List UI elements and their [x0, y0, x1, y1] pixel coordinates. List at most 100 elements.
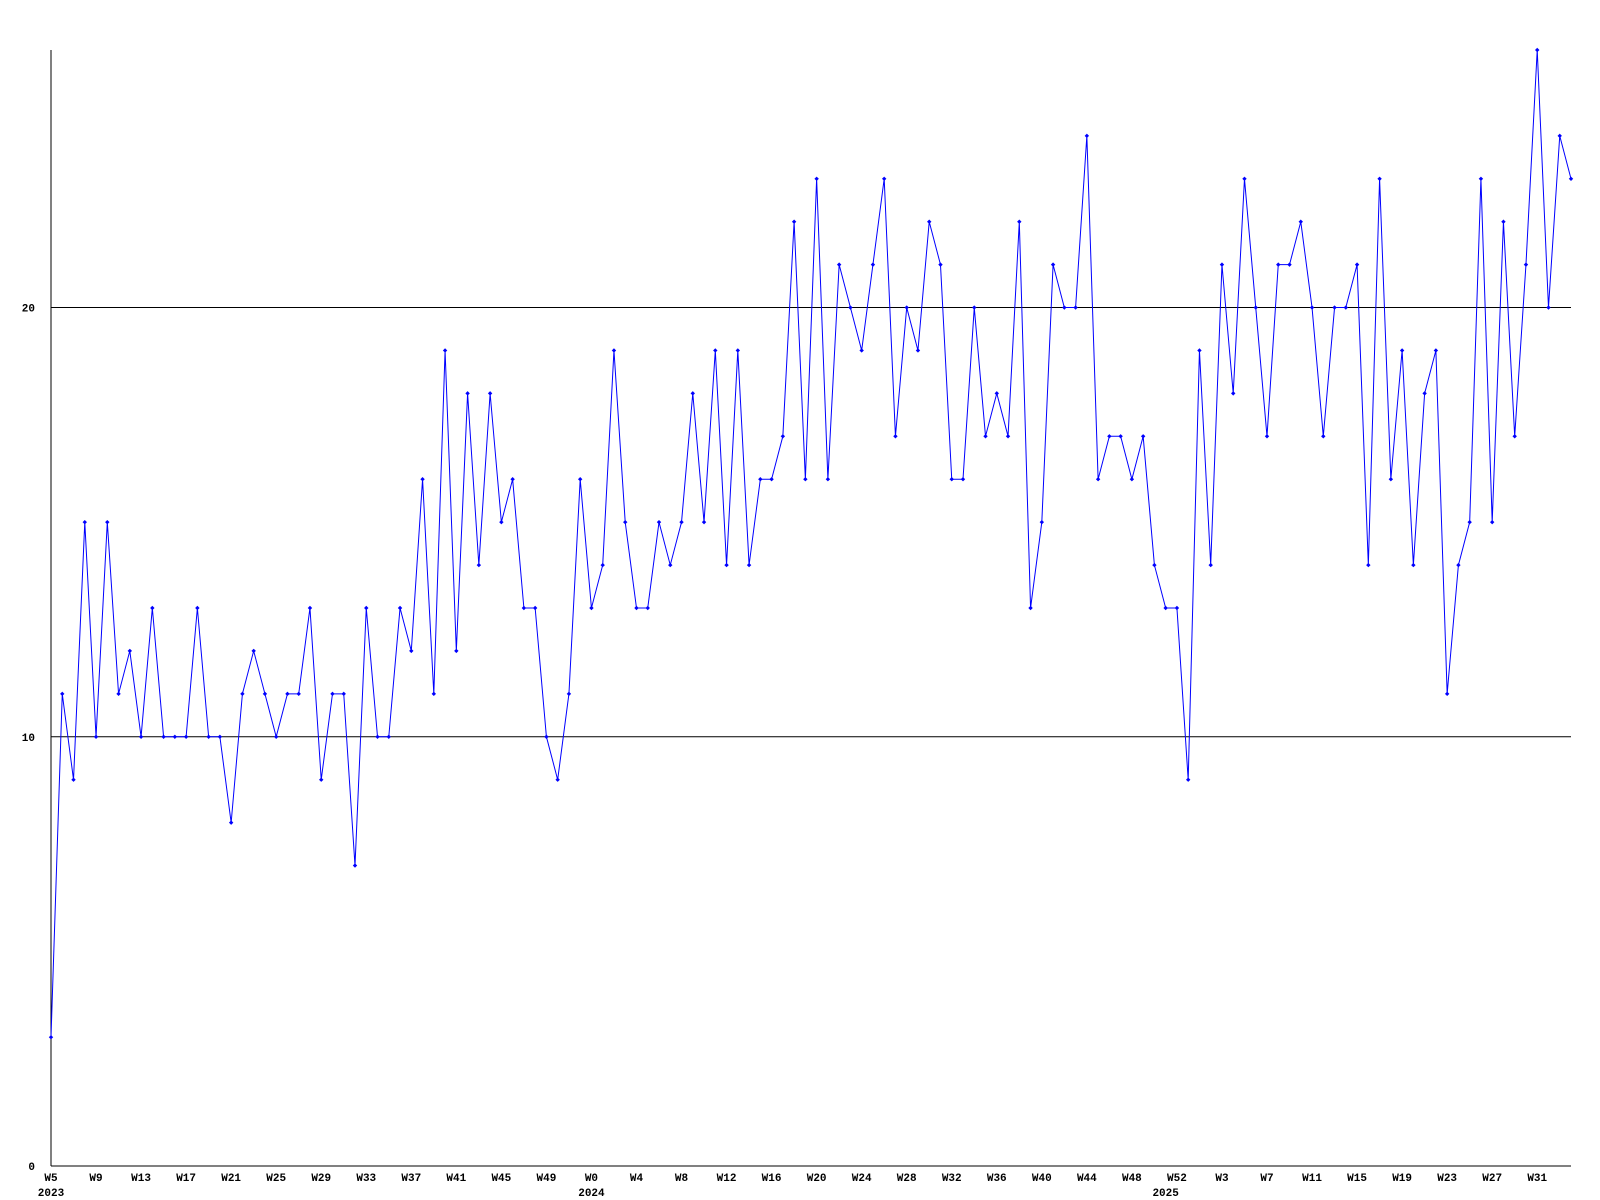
data-point	[724, 562, 729, 568]
data-point	[701, 519, 707, 525]
x-tick-label: W28	[897, 1173, 917, 1185]
data-point	[1107, 434, 1112, 439]
data-point	[93, 734, 99, 739]
data-point	[105, 519, 110, 525]
x-tick-label: W8	[675, 1173, 689, 1185]
data-point	[454, 648, 459, 654]
data-point	[893, 434, 898, 439]
data-point	[713, 348, 718, 353]
data-point	[195, 605, 200, 611]
data-point	[487, 391, 493, 396]
x-tick-label: W29	[311, 1173, 331, 1185]
data-point	[1050, 262, 1056, 267]
data-point	[1343, 305, 1349, 310]
x-year-label: 2023	[38, 1188, 65, 1200]
data-point	[285, 691, 290, 697]
data-point	[566, 691, 572, 697]
x-tick-label: W31	[1527, 1173, 1547, 1185]
x-tick-label: W36	[987, 1173, 1007, 1185]
data-point	[544, 734, 549, 739]
data-point	[668, 562, 673, 568]
data-point	[71, 777, 76, 782]
data-point	[769, 477, 774, 482]
data-point	[1535, 47, 1540, 53]
data-point	[1276, 262, 1281, 267]
data-point	[1017, 219, 1022, 224]
data-point	[803, 477, 808, 482]
x-tick-label: W11	[1302, 1173, 1322, 1185]
data-point	[1501, 219, 1506, 224]
x-tick-label: W40	[1032, 1173, 1052, 1185]
data-point	[814, 176, 819, 181]
data-point	[679, 519, 684, 525]
data-point	[881, 176, 887, 181]
data-point	[1174, 605, 1180, 611]
data-point	[938, 262, 943, 267]
data-point	[1523, 262, 1529, 267]
data-point	[341, 691, 346, 697]
data-point	[251, 648, 256, 654]
data-point	[273, 734, 279, 739]
x-year-label: 2024	[578, 1188, 605, 1200]
data-point	[1287, 262, 1292, 267]
x-tick-label: W23	[1437, 1173, 1457, 1185]
data-point	[1309, 305, 1315, 310]
data-point	[623, 519, 628, 525]
data-point	[319, 777, 324, 782]
data-point	[1456, 562, 1461, 568]
x-tick-label: W17	[176, 1173, 196, 1185]
data-point	[611, 348, 617, 353]
x-tick-label: W52	[1167, 1173, 1187, 1185]
data-point	[1264, 434, 1270, 439]
data-point	[375, 734, 380, 739]
data-point	[859, 348, 864, 353]
data-point	[532, 605, 538, 611]
data-point	[206, 734, 211, 739]
data-point	[1005, 434, 1011, 439]
data-point	[1377, 176, 1382, 181]
data-point	[645, 605, 650, 611]
data-point	[848, 305, 853, 310]
data-point	[780, 434, 786, 439]
data-point	[1478, 176, 1484, 181]
data-point	[1433, 348, 1439, 353]
data-point	[1253, 305, 1258, 310]
x-tick-label: W5	[44, 1173, 58, 1185]
data-point	[397, 605, 403, 611]
data-point	[1512, 434, 1517, 439]
data-point	[972, 305, 977, 310]
x-tick-label: W21	[221, 1173, 241, 1185]
data-point	[217, 734, 223, 739]
data-point	[1321, 434, 1326, 439]
data-point	[150, 605, 155, 611]
data-point	[1411, 562, 1416, 568]
data-line	[50, 49, 1572, 1038]
data-point	[296, 691, 301, 697]
data-point	[915, 348, 921, 353]
data-point	[1095, 477, 1101, 482]
x-tick-label: W25	[266, 1173, 286, 1185]
data-point	[825, 477, 831, 482]
x-tick-label: W41	[446, 1173, 466, 1185]
data-point	[960, 477, 966, 482]
data-point	[1568, 176, 1574, 181]
data-point	[116, 691, 121, 697]
data-point	[1467, 519, 1472, 525]
data-point	[555, 777, 560, 782]
data-point	[656, 519, 662, 525]
data-point	[183, 734, 189, 739]
x-tick-label: W32	[942, 1173, 962, 1185]
x-tick-label: W4	[630, 1173, 644, 1185]
data-point	[386, 734, 391, 739]
data-point	[1039, 519, 1045, 525]
data-point	[499, 519, 504, 525]
x-tick-label: W13	[131, 1173, 151, 1185]
data-point	[352, 863, 358, 868]
data-point	[791, 219, 797, 224]
x-year-label: 2025	[1152, 1188, 1179, 1200]
data-point	[600, 562, 605, 568]
data-point	[983, 434, 988, 439]
data-point	[577, 477, 583, 482]
